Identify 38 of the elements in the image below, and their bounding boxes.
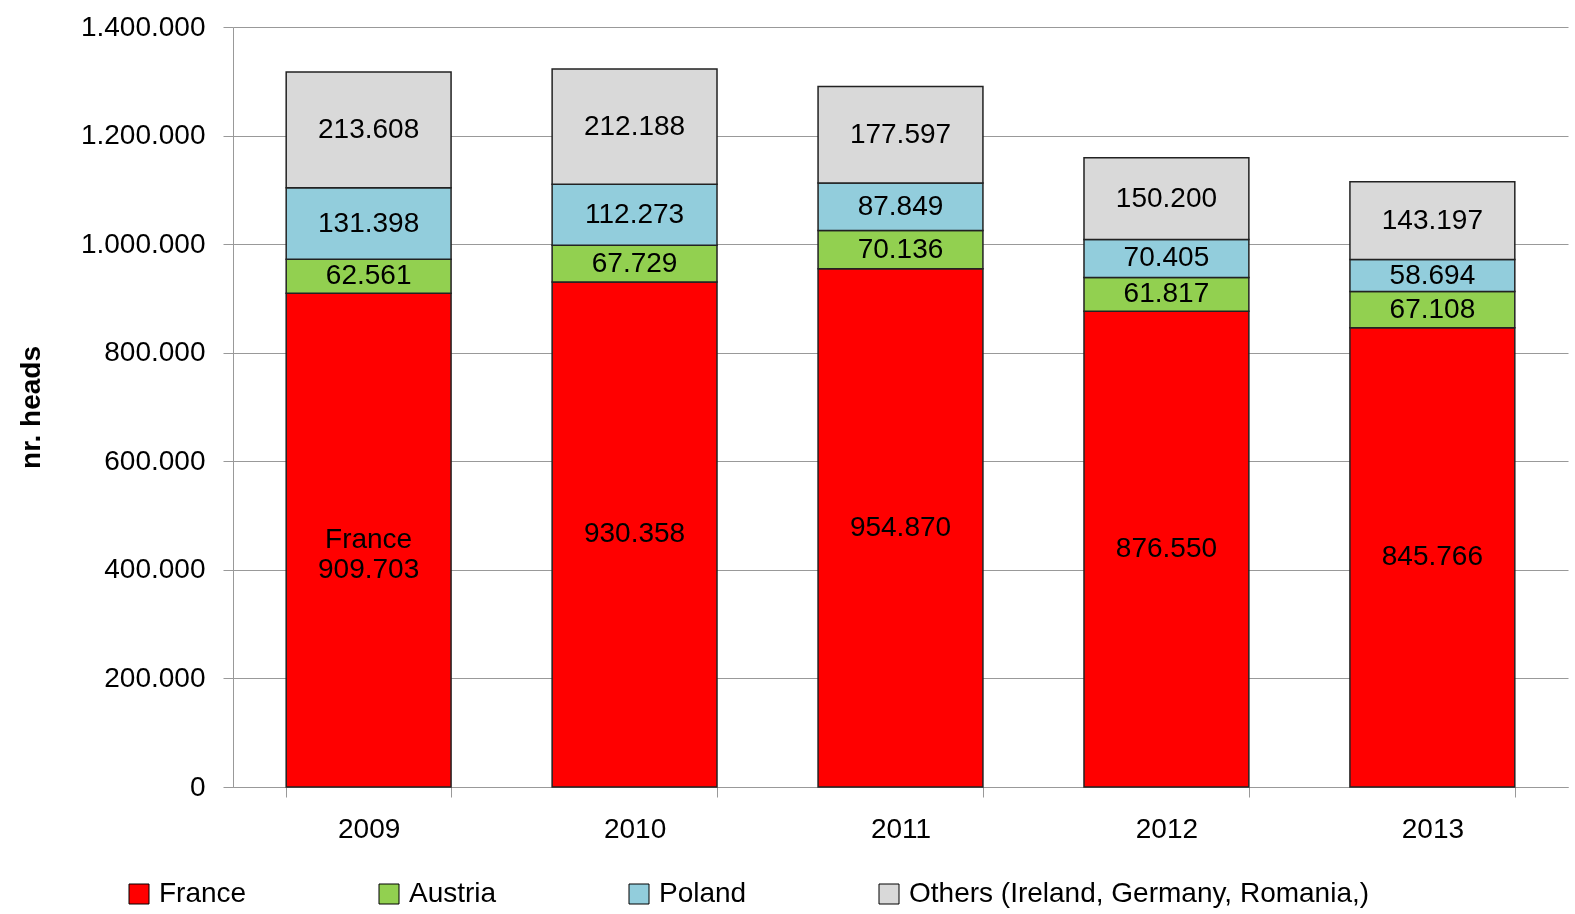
x-tick-label: 2009 [337,812,401,844]
x-tick-label: 2010 [603,812,667,844]
data-label: 112.273 [584,197,685,229]
data-label: France 909.703 [318,523,420,585]
data-label: 213.608 [318,112,420,144]
data-label: 876.550 [1115,532,1218,564]
data-label: 70.405 [1123,241,1210,273]
x-tick-label: 2011 [870,812,932,844]
y-tick-label: 200.000 [104,661,206,693]
data-label: 67.729 [591,246,678,278]
y-axis-title: nr. heads [14,346,46,469]
data-label: 177.597 [849,117,952,149]
data-label: 930.358 [583,517,686,549]
data-label: 62.561 [325,259,412,291]
data-label: 143.197 [1381,203,1483,235]
y-tick-label: 600.000 [104,444,206,476]
y-tick-label: 400.000 [104,553,206,585]
y-tick-label: 1.200.000 [80,119,206,151]
data-label: 845.766 [1381,540,1483,572]
y-tick-label: 0 [189,770,206,802]
legend-label: Poland [659,877,747,908]
legend-label: Others (Ireland, Germany, Romania,) [909,877,1370,908]
data-label: 70.136 [857,232,944,264]
x-tick-label: 2012 [1135,812,1199,844]
y-tick-label: 800.000 [104,336,206,368]
data-label: 67.108 [1389,292,1476,324]
legend-label: Austria [409,877,497,908]
data-label: 87.849 [857,189,944,221]
y-tick-label: 1.000.000 [80,227,206,259]
data-label: 131.398 [318,206,420,238]
data-label: 61.817 [1123,277,1210,309]
data-label: 150.200 [1115,181,1218,213]
data-label: 212.188 [583,109,686,141]
data-label: 954.870 [849,510,952,542]
legend-label: France [159,877,247,908]
y-tick-label: 1.400.000 [80,10,206,42]
x-tick-label: 2013 [1401,812,1465,844]
data-label: 58.694 [1389,258,1476,290]
